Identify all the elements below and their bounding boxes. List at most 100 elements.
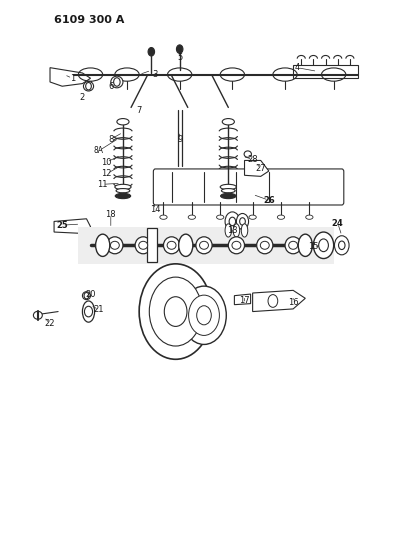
Ellipse shape xyxy=(196,237,212,254)
Text: 6: 6 xyxy=(108,82,113,91)
Circle shape xyxy=(148,47,155,56)
Polygon shape xyxy=(99,230,123,241)
Text: 17: 17 xyxy=(239,296,250,305)
Ellipse shape xyxy=(164,237,180,254)
Ellipse shape xyxy=(115,193,131,199)
Ellipse shape xyxy=(217,215,224,219)
Ellipse shape xyxy=(188,215,195,219)
Ellipse shape xyxy=(289,241,297,249)
Text: 6109 300 A: 6109 300 A xyxy=(54,15,124,25)
Text: 12: 12 xyxy=(102,169,112,178)
Text: 8A: 8A xyxy=(94,147,104,156)
Polygon shape xyxy=(54,219,91,233)
Text: 3: 3 xyxy=(153,70,158,79)
Text: 18: 18 xyxy=(106,210,116,219)
Circle shape xyxy=(176,45,183,53)
Text: 28: 28 xyxy=(247,155,258,164)
Ellipse shape xyxy=(33,311,42,319)
Text: 7: 7 xyxy=(137,106,142,115)
Circle shape xyxy=(182,286,226,344)
Circle shape xyxy=(236,214,248,229)
Text: 1: 1 xyxy=(70,74,75,83)
Polygon shape xyxy=(50,68,91,86)
Ellipse shape xyxy=(298,234,313,256)
Circle shape xyxy=(239,217,245,225)
Text: 24: 24 xyxy=(332,219,344,228)
Ellipse shape xyxy=(84,82,93,91)
Ellipse shape xyxy=(260,241,269,249)
Text: 9: 9 xyxy=(177,135,182,144)
Circle shape xyxy=(139,264,212,359)
Circle shape xyxy=(225,212,239,231)
Polygon shape xyxy=(244,160,269,176)
Ellipse shape xyxy=(277,215,285,219)
Ellipse shape xyxy=(82,292,91,300)
Circle shape xyxy=(197,306,211,325)
Circle shape xyxy=(319,239,328,252)
Ellipse shape xyxy=(115,184,131,190)
Ellipse shape xyxy=(107,237,123,254)
Polygon shape xyxy=(253,290,305,312)
Circle shape xyxy=(188,295,220,335)
Ellipse shape xyxy=(221,193,236,199)
Ellipse shape xyxy=(179,234,193,256)
Ellipse shape xyxy=(220,184,236,190)
Circle shape xyxy=(339,241,345,249)
Ellipse shape xyxy=(200,241,208,249)
Ellipse shape xyxy=(228,237,244,254)
Ellipse shape xyxy=(306,215,313,219)
Ellipse shape xyxy=(232,241,241,249)
Polygon shape xyxy=(293,65,358,78)
Text: 23: 23 xyxy=(162,327,173,336)
Circle shape xyxy=(313,232,334,259)
Circle shape xyxy=(229,217,235,225)
Text: 11: 11 xyxy=(98,180,108,189)
Text: 25: 25 xyxy=(56,221,68,230)
Ellipse shape xyxy=(95,234,110,256)
Circle shape xyxy=(84,293,89,299)
Ellipse shape xyxy=(257,237,273,254)
Text: 8: 8 xyxy=(108,135,113,144)
Text: 21: 21 xyxy=(93,305,104,314)
Ellipse shape xyxy=(139,241,148,249)
Ellipse shape xyxy=(233,224,239,237)
Text: 14: 14 xyxy=(150,205,161,214)
Ellipse shape xyxy=(222,118,234,125)
Circle shape xyxy=(114,78,120,86)
Text: 20: 20 xyxy=(85,289,96,298)
Ellipse shape xyxy=(116,189,130,193)
FancyBboxPatch shape xyxy=(153,169,344,205)
Ellipse shape xyxy=(285,237,301,254)
Circle shape xyxy=(86,83,91,90)
Text: 2: 2 xyxy=(80,93,85,102)
Bar xyxy=(147,228,157,262)
Circle shape xyxy=(268,295,278,308)
Text: 26: 26 xyxy=(263,196,275,205)
Circle shape xyxy=(164,297,187,326)
Ellipse shape xyxy=(117,118,129,125)
Ellipse shape xyxy=(167,241,176,249)
Circle shape xyxy=(335,236,349,255)
Polygon shape xyxy=(234,294,251,305)
Text: 19: 19 xyxy=(199,320,209,329)
Text: 16: 16 xyxy=(288,298,299,307)
Ellipse shape xyxy=(160,215,167,219)
Ellipse shape xyxy=(135,237,151,254)
Ellipse shape xyxy=(111,241,119,249)
Ellipse shape xyxy=(244,151,251,157)
Ellipse shape xyxy=(82,301,95,322)
Text: 4: 4 xyxy=(295,63,300,72)
Ellipse shape xyxy=(111,76,123,88)
Ellipse shape xyxy=(222,189,235,193)
Ellipse shape xyxy=(241,224,248,237)
Polygon shape xyxy=(78,227,334,264)
Circle shape xyxy=(84,306,93,317)
Text: 22: 22 xyxy=(45,319,55,328)
Text: 15: 15 xyxy=(308,242,319,251)
Text: 10: 10 xyxy=(102,158,112,166)
Text: 5: 5 xyxy=(177,53,182,62)
Ellipse shape xyxy=(225,224,232,237)
Text: 27: 27 xyxy=(255,164,266,173)
Text: 13: 13 xyxy=(227,226,238,235)
Circle shape xyxy=(149,277,202,346)
